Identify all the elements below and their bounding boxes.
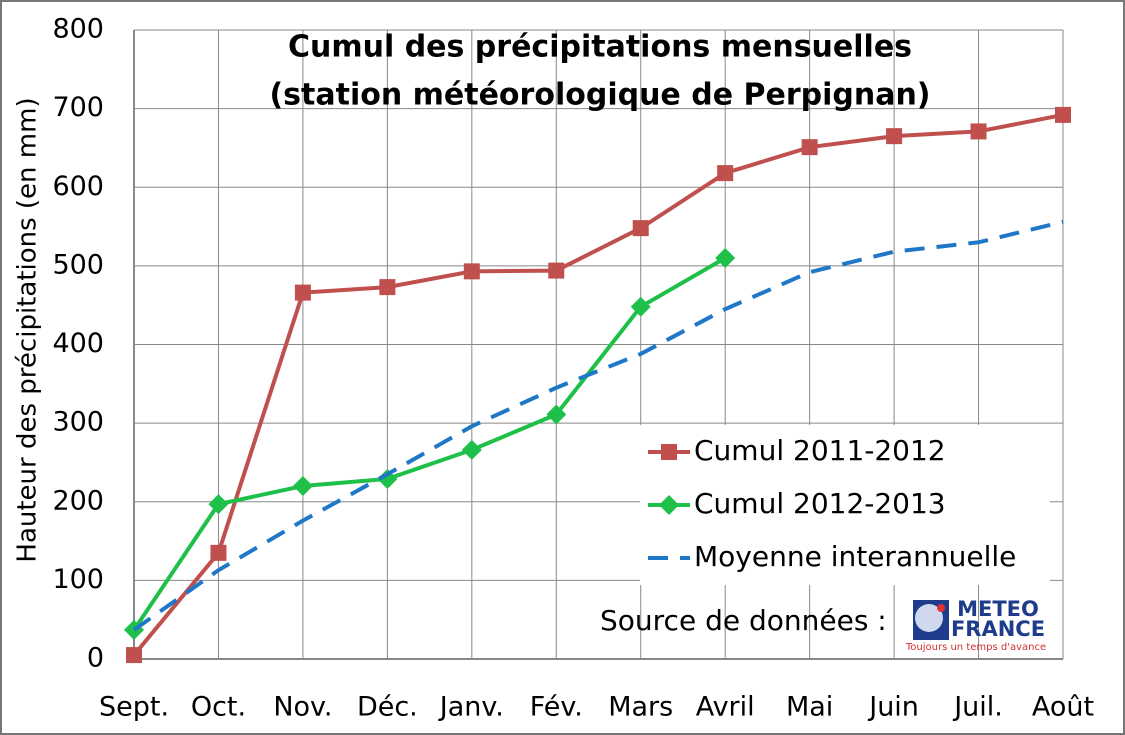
series: [124, 106, 1071, 664]
y-tick-label: 0: [87, 643, 104, 674]
series-line: [132, 112, 1064, 657]
grid: 0 100 200 300 400 500 600 700 800 Sept. Oct. Nov. Dé…: [52, 14, 1094, 723]
logo-icon: [937, 604, 945, 612]
x-tick-label: Juil.: [952, 692, 1003, 723]
logo-text: FRANCE: [951, 617, 1045, 641]
chart-title: (station météorologique de Perpignan): [269, 78, 930, 113]
point: [1055, 106, 1071, 123]
logo: METEO FRANCE Toujours un temps d'avance: [905, 597, 1046, 653]
source-text: Source de données :: [600, 604, 887, 637]
point: [630, 296, 651, 317]
legend: Cumul 2011-2012 Cumul 2012-2013 Moyenne in…: [648, 434, 1016, 573]
legend-label: Cumul 2011-2012: [694, 434, 946, 467]
point: [801, 139, 818, 156]
chart-title: Cumul des précipitations mensuelles: [288, 30, 912, 65]
x-tick-label: Juin: [867, 692, 919, 723]
point: [210, 544, 227, 561]
y-tick-label: 100: [52, 564, 104, 595]
point: [548, 262, 565, 279]
legend-label: Moyenne interannuelle: [694, 540, 1016, 573]
x-tick-label: Sept.: [99, 692, 169, 723]
x-tick-label: Nov.: [273, 692, 332, 723]
point: [292, 476, 313, 497]
point: [632, 220, 649, 237]
point: [661, 444, 677, 460]
point: [208, 494, 229, 515]
point: [126, 647, 142, 664]
y-tick-label: 600: [52, 171, 104, 202]
point: [294, 284, 311, 301]
point: [970, 123, 987, 140]
point: [463, 263, 480, 280]
x-tick-label: Déc.: [357, 692, 418, 723]
point: [715, 248, 736, 269]
point: [886, 128, 903, 145]
x-tick-label: Fév.: [530, 692, 583, 723]
logo-text: METEO: [957, 597, 1039, 621]
point: [717, 165, 734, 182]
y-tick-label: 300: [52, 407, 104, 438]
series-line: [132, 256, 727, 632]
point: [461, 439, 482, 460]
x-tick-label: Mai: [786, 692, 833, 723]
y-tick-label: 800: [52, 14, 104, 45]
y-axis-title: Hauteur des précipitations (en mm): [13, 97, 43, 562]
x-tick-label: Avril: [696, 692, 755, 723]
x-tick-label: Août: [1032, 692, 1094, 723]
series-line: [132, 219, 1064, 632]
x-tick-label: Mars: [608, 692, 673, 723]
y-tick-label: 500: [52, 249, 104, 280]
y-tick-label: 200: [52, 485, 104, 516]
x-tick-label: Janv.: [438, 692, 504, 723]
x-tick-label: Oct.: [191, 692, 246, 723]
logo-tagline: Toujours un temps d'avance: [905, 642, 1046, 653]
legend-bg: [640, 425, 1050, 585]
point: [379, 279, 396, 296]
legend-label: Cumul 2012-2013: [694, 487, 946, 520]
point: [659, 495, 679, 515]
point: [377, 468, 398, 489]
y-tick-label: 400: [52, 328, 104, 359]
y-tick-label: 700: [52, 92, 104, 123]
logo-icon: [915, 604, 943, 632]
point: [546, 404, 567, 425]
